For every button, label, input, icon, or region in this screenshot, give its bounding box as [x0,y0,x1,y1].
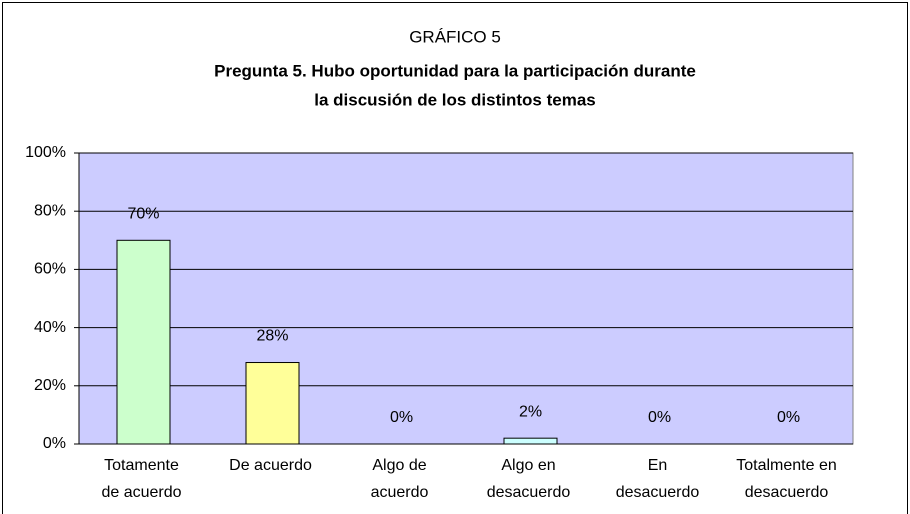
value-label: 70% [127,206,159,223]
y-tick-label: 0% [43,435,66,452]
x-tick-label: Algo en [501,457,555,474]
x-tick-label: En [648,457,668,474]
x-tick-label: Totalmente en [736,457,837,474]
x-tick-label: desacuerdo [487,484,571,501]
chart-subtitle: la discusión de los distintos temas [314,90,596,109]
x-tick-label: desacuerdo [745,484,829,501]
y-tick-label: 40% [34,319,66,336]
y-tick-label: 20% [34,377,66,394]
bar [116,239,171,445]
x-tick-label: De acuerdo [229,457,312,474]
value-label: 0% [777,409,800,426]
y-tick-label: 80% [34,202,66,219]
x-tick-label: de acuerdo [101,484,181,501]
plot-area [78,152,854,445]
x-tick-label: Algo de [372,457,426,474]
x-tick-label: Totamente [104,457,179,474]
value-label: 2% [519,403,542,420]
bar [245,362,300,445]
bar [503,437,558,445]
value-label: 0% [648,409,671,426]
x-tick-label: desacuerdo [616,484,700,501]
y-tick-label: 60% [34,261,66,278]
chart-title: GRÁFICO 5 [409,27,501,46]
chart-subtitle: Pregunta 5. Hubo oportunidad para la par… [214,61,696,80]
x-tick-label: acuerdo [371,484,429,501]
value-label: 0% [390,409,413,426]
value-label: 28% [256,328,288,345]
y-tick-label: 100% [25,144,66,161]
